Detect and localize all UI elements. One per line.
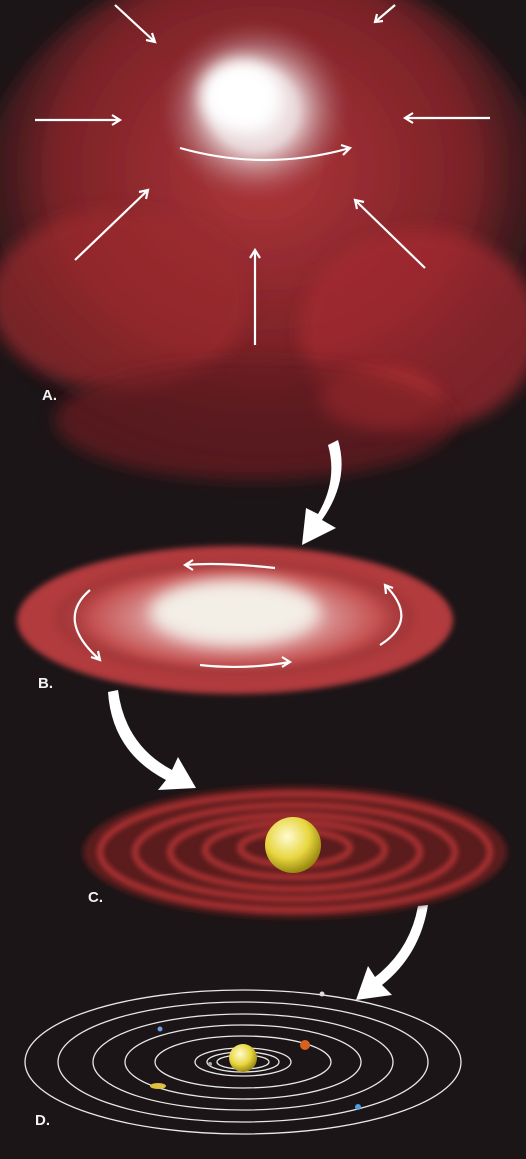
nebula [0, 0, 526, 480]
planets [150, 991, 361, 1110]
transition-arrows [108, 440, 428, 1000]
disk-b [17, 546, 453, 694]
label-d: D. [35, 1112, 50, 1129]
infall-arrows [35, 4, 490, 345]
label-a: A. [42, 387, 57, 404]
label-b: B. [38, 675, 53, 692]
label-c: C. [88, 889, 103, 906]
disk-c [83, 786, 507, 918]
